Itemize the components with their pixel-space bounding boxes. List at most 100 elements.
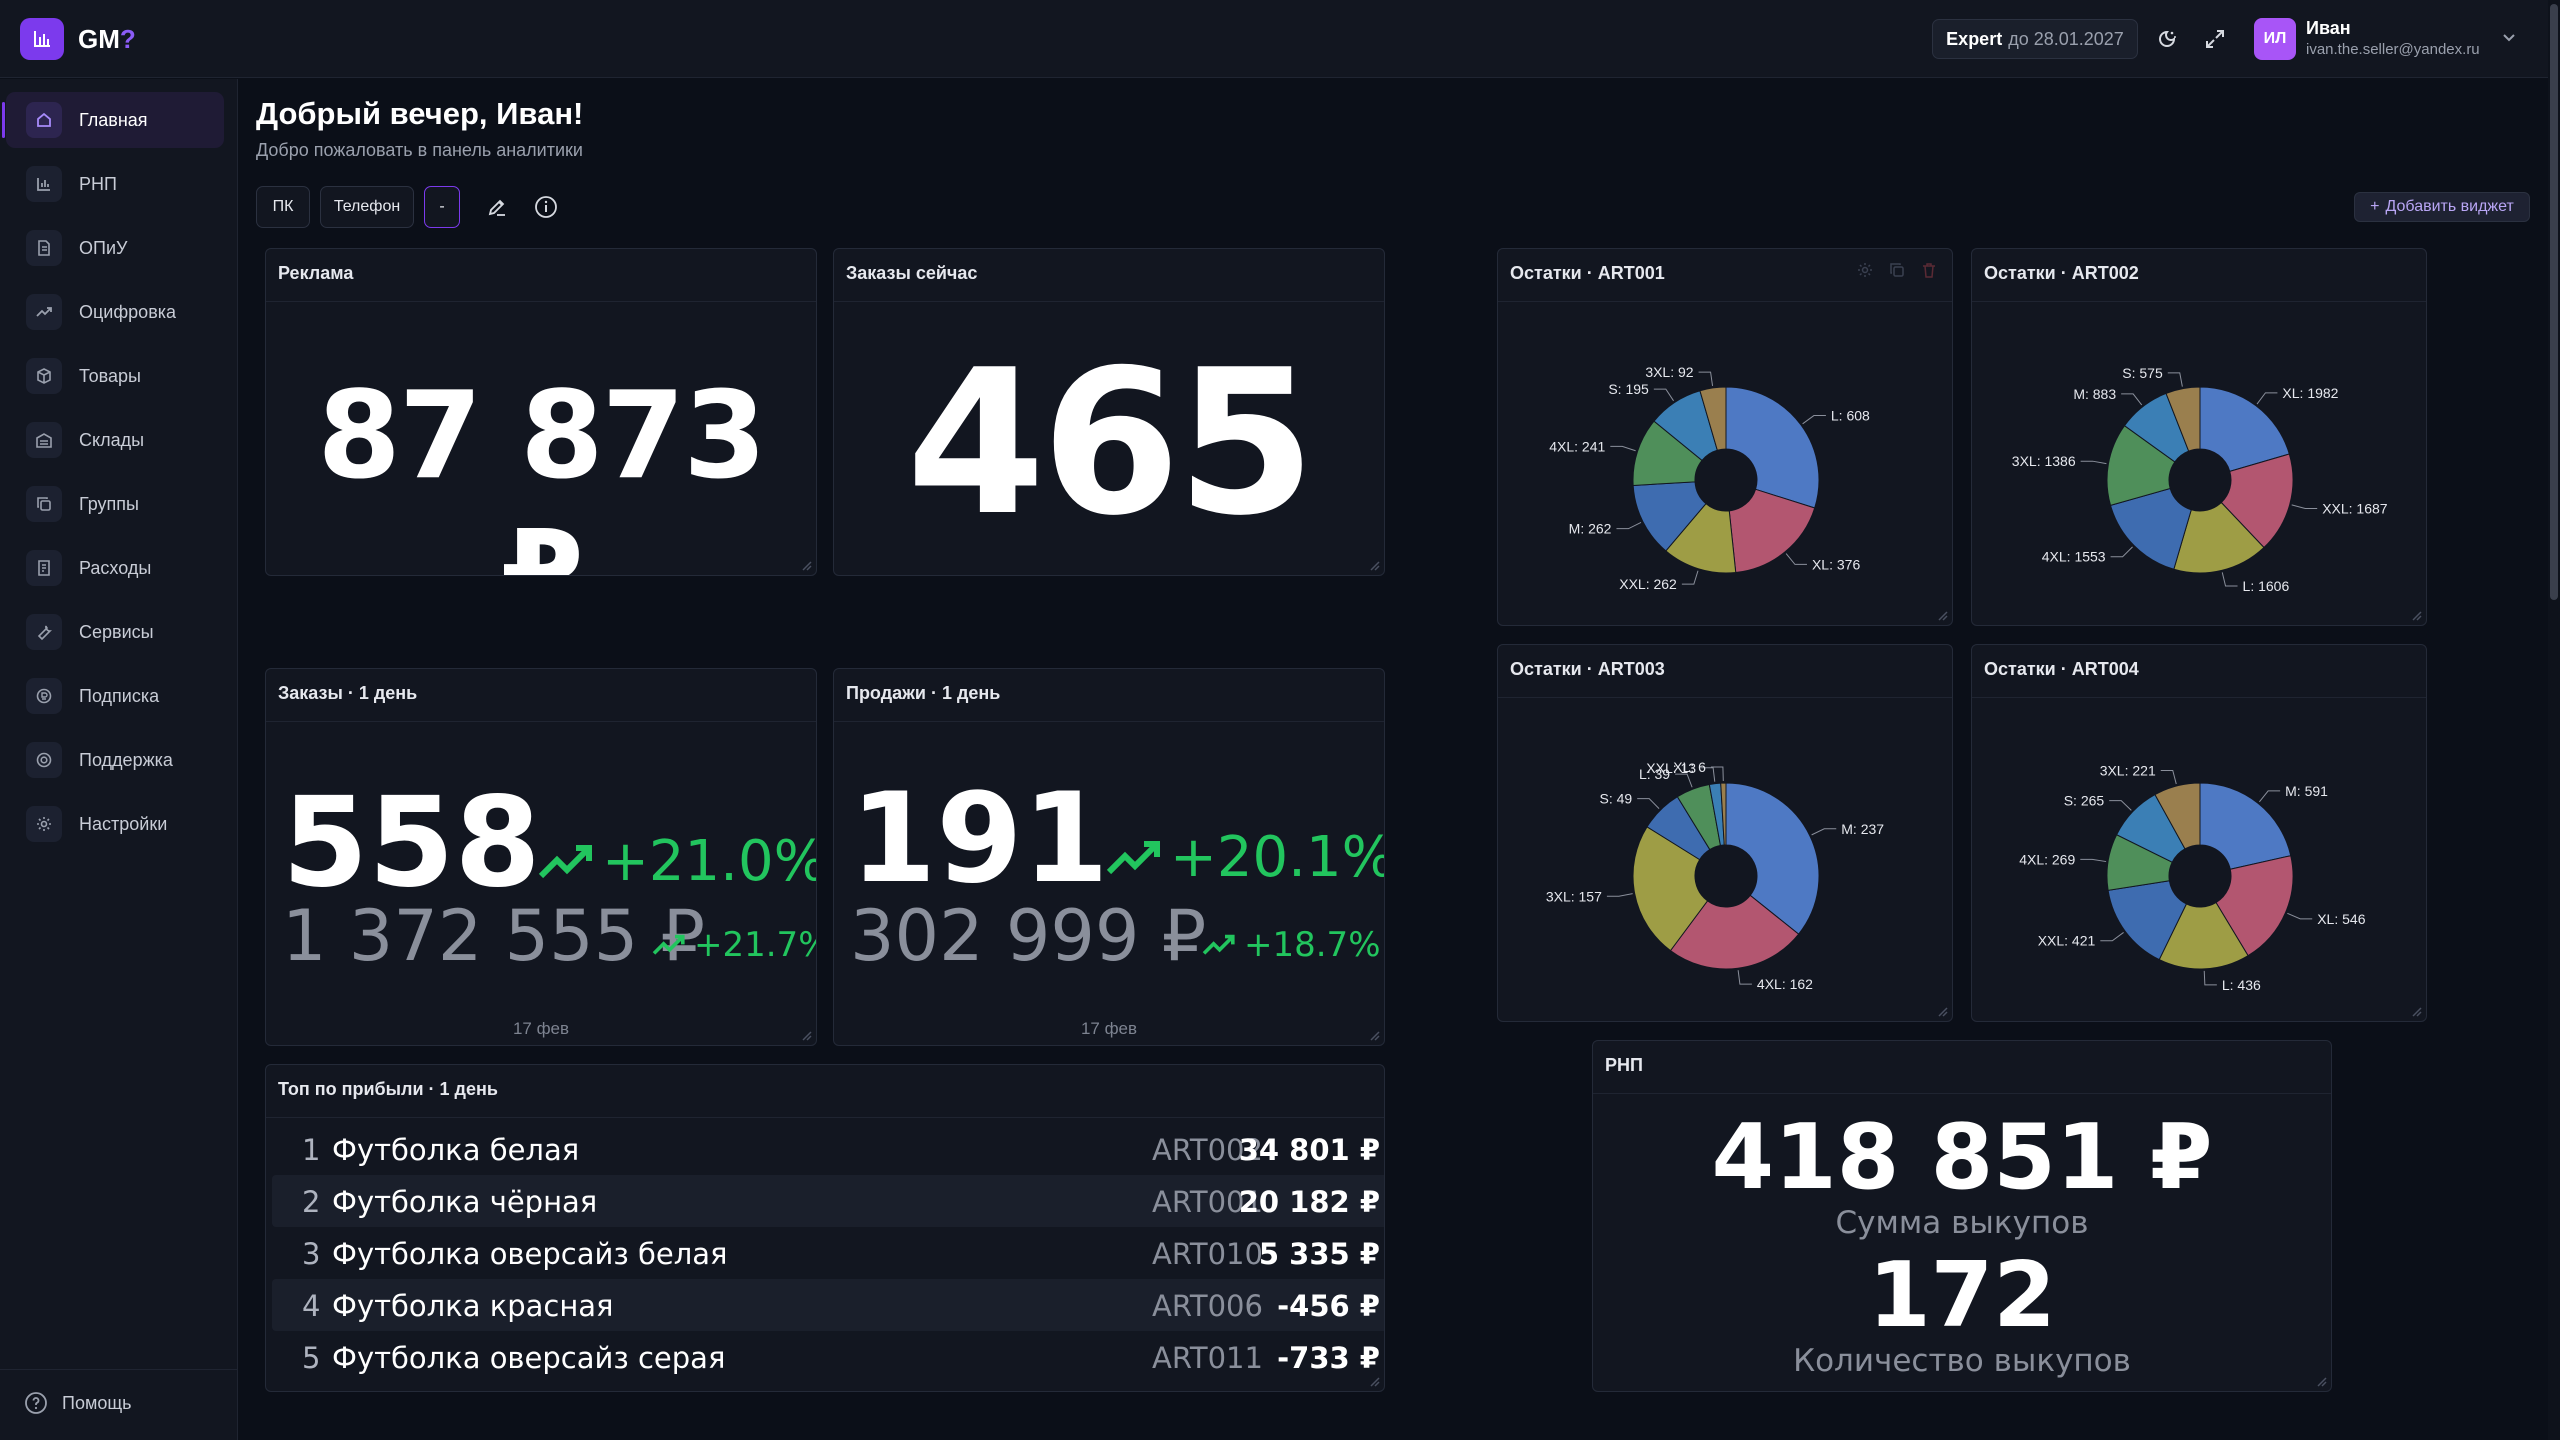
sidebar-item-digitization[interactable]: Оцифровка xyxy=(6,284,224,340)
resize-handle-icon xyxy=(1370,1031,1380,1041)
row-article: ART006 xyxy=(1152,1289,1263,1323)
trend-icon xyxy=(26,294,62,330)
gear-icon xyxy=(26,806,62,842)
plus-icon: + xyxy=(2370,198,2380,215)
pie-slice-s xyxy=(2165,386,2201,452)
row-profit: 34 801 ₽ xyxy=(1238,1133,1380,1167)
row-profit: 5 335 ₽ xyxy=(1258,1237,1380,1271)
sidebar-item-opiu[interactable]: ОПиУ xyxy=(6,220,224,276)
sidebar-item-services[interactable]: Сервисы xyxy=(6,604,224,660)
layout-chip-desktop[interactable]: ПК xyxy=(256,186,310,228)
table-row[interactable]: 5 Футболка оверсайз серая ART011 -733 ₽ xyxy=(272,1331,1384,1383)
add-widget-label: Добавить виджет xyxy=(2385,198,2514,215)
sidebar-item-home[interactable]: Главная xyxy=(2,92,224,148)
resize-handle-icon xyxy=(1938,611,1948,621)
widget-stock-art003[interactable]: Остатки · ART003 M: 237 4XL: 162 3XL: 157 S… xyxy=(1497,644,1953,1022)
plan-badge[interactable]: Expert до 28.01.2027 xyxy=(1932,19,2138,59)
widget-orders-now[interactable]: Заказы сейчас 465 xyxy=(833,248,1385,576)
layout-chip-phone[interactable]: Телефон xyxy=(320,186,414,228)
row-profit: 20 182 ₽ xyxy=(1238,1185,1380,1219)
page-subtitle: Добро пожаловать в панель аналитики xyxy=(256,140,583,160)
pie-slice-l xyxy=(1725,386,1820,509)
info-icon[interactable] xyxy=(531,192,561,222)
pie-leader-line xyxy=(2203,970,2217,986)
sidebar-item-groups[interactable]: Группы xyxy=(6,476,224,532)
row-article: ART010 xyxy=(1152,1237,1263,1271)
table-row[interactable]: 4 Футболка красная ART006 -456 ₽ xyxy=(272,1279,1384,1331)
pie-slice-3xl xyxy=(1699,386,1727,451)
page-title: Добрый вечер, Иван! xyxy=(256,96,584,131)
row-product: Футболка чёрная xyxy=(332,1185,598,1219)
pie-slice-l xyxy=(2173,501,2265,574)
orders-count-trend: +21.0% xyxy=(538,829,816,894)
edit-icon[interactable] xyxy=(482,192,512,222)
divider xyxy=(266,1117,1384,1118)
trend-up-icon xyxy=(538,844,592,878)
pie-label: XXL: 13 xyxy=(1646,760,1696,776)
widget-stock-art002[interactable]: Остатки · ART002 XL: 1982 XXL: 1687 L: 160… xyxy=(1971,248,2427,626)
pie-leader-line xyxy=(1802,415,1826,425)
sales-count: 191 xyxy=(850,767,1109,911)
layout-chip-custom[interactable]: - xyxy=(424,186,460,228)
widget-rnp[interactable]: РНП 418 851 ₽ Сумма выкупов 172 Количест… xyxy=(1592,1040,2332,1392)
sidebar-item-label: Группы xyxy=(79,493,139,514)
widget-ads[interactable]: Реклама 87 873 ₽ xyxy=(265,248,817,576)
sidebar-item-label: ОПиУ xyxy=(79,237,128,258)
sidebar-item-subscription[interactable]: Подписка xyxy=(6,668,224,724)
sidebar-item-expenses[interactable]: Расходы xyxy=(6,540,224,596)
row-rank: 3 xyxy=(302,1237,321,1271)
pie-leader-line xyxy=(1698,371,1714,387)
table-row[interactable]: 2 Футболка чёрная ART001 20 182 ₽ xyxy=(272,1175,1384,1227)
pie-label: XXL: 262 xyxy=(1619,576,1677,592)
sidebar-item-rnp[interactable]: РНП xyxy=(6,156,224,212)
pie-label: XL: 376 xyxy=(1812,556,1860,572)
wrench-icon xyxy=(26,614,62,650)
widget-title: Реклама xyxy=(278,263,354,283)
fullscreen-icon[interactable] xyxy=(2200,24,2230,54)
resize-handle-icon xyxy=(1938,1007,1948,1017)
help-link[interactable]: Помощь xyxy=(24,1391,132,1415)
sidebar-item-settings[interactable]: Настройки xyxy=(6,796,224,852)
add-widget-button[interactable]: + Добавить виджет xyxy=(2354,192,2530,222)
sidebar-item-support[interactable]: Поддержка xyxy=(6,732,224,788)
scrollbar-thumb[interactable] xyxy=(2550,4,2558,600)
table-row[interactable]: 3 Футболка оверсайз белая ART010 5 335 ₽ xyxy=(272,1227,1384,1279)
orders-now-value: 465 xyxy=(906,327,1315,560)
row-article: ART002 xyxy=(1152,1133,1263,1167)
top-bar: GM? Expert до 28.01.2027 ИЛ Иван ivan.th… xyxy=(0,0,2560,78)
sales-count-trend: +20.1% xyxy=(1106,825,1384,890)
pie-slice-l xyxy=(2158,901,2249,970)
widget-orders-day[interactable]: Заказы · 1 день 558 +21.0% 1 372 555 ₽ +… xyxy=(265,668,817,1046)
divider xyxy=(1972,301,2426,302)
coin-icon xyxy=(26,678,62,714)
logo-chart-icon[interactable] xyxy=(20,18,64,60)
avatar[interactable]: ИЛ xyxy=(2254,18,2296,60)
rnp-count-value: 172 xyxy=(1868,1243,2056,1348)
logo-text[interactable]: GM? xyxy=(78,24,136,54)
row-article: ART011 xyxy=(1152,1341,1263,1375)
theme-toggle-icon[interactable] xyxy=(2152,24,2182,54)
pie-label: XXL: 421 xyxy=(2038,933,2096,949)
orders-count: 558 xyxy=(282,771,541,915)
widget-top-profit[interactable]: Топ по прибыли · 1 день 1 Футболка белая… xyxy=(265,1064,1385,1392)
pie-leader-line xyxy=(2080,460,2107,465)
pie-label: 3XL: 92 xyxy=(1645,364,1693,380)
chevron-down-icon[interactable] xyxy=(2500,28,2518,51)
widget-stock-art004[interactable]: Остатки · ART004 M: 591 XL: 546 L: 436 XXL:… xyxy=(1971,644,2427,1022)
table-row[interactable]: 1 Футболка белая ART002 34 801 ₽ xyxy=(272,1123,1384,1175)
box-icon xyxy=(26,358,62,394)
pie-slice-3xl xyxy=(2154,782,2201,850)
widget-stock-art001[interactable]: Остатки · ART001 L: 608 XL: 376 XXL: 262 M:… xyxy=(1497,248,1953,626)
pie-slice-xl xyxy=(2199,386,2290,472)
sidebar-item-products[interactable]: Товары xyxy=(6,348,224,404)
sidebar-item-warehouses[interactable]: Склады xyxy=(6,412,224,468)
pie-leader-line xyxy=(1610,445,1636,452)
user-name[interactable]: Иван xyxy=(2306,18,2351,38)
pie-leader-line xyxy=(2109,800,2132,811)
pie-leader-line xyxy=(1653,388,1674,402)
pie-slice-xl xyxy=(1720,782,1727,846)
widget-sales-day[interactable]: Продажи · 1 день 191 +20.1% 302 999 ₽ +1… xyxy=(833,668,1385,1046)
sidebar-item-label: Поддержка xyxy=(79,749,173,770)
pie-leader-line xyxy=(1701,767,1716,782)
rnp-sum-caption: Сумма выкупов xyxy=(1835,1205,2089,1241)
